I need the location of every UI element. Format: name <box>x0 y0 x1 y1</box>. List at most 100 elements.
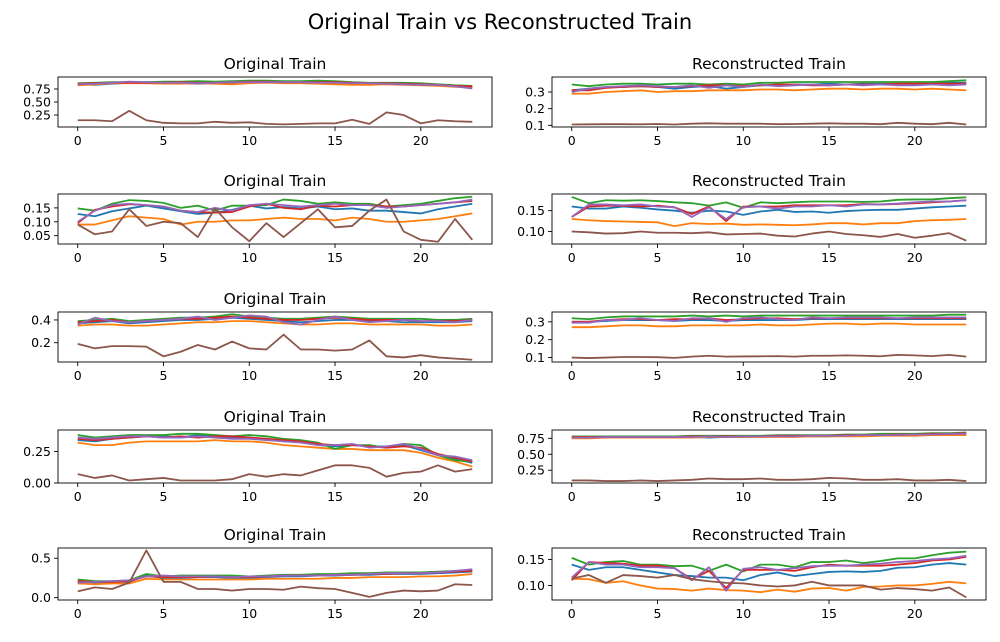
x-tick-label: 5 <box>160 368 168 383</box>
series-group <box>571 313 967 359</box>
series-line-3 <box>571 550 967 573</box>
subplot-title: Original Train <box>224 55 327 73</box>
series-group <box>571 550 967 599</box>
axes-frame <box>57 429 493 484</box>
x-tick-label: 20 <box>413 368 429 383</box>
y-tick-label: 0.25 <box>23 444 51 459</box>
subplot-2: Reconstructed Train 0 5 10 15 20 0.1 0.20.3 <box>525 55 987 148</box>
series-line-2 <box>571 218 967 227</box>
x-tick-label: 20 <box>907 368 923 383</box>
x-tick-label: 0 <box>74 368 82 383</box>
figure-title: Original Train vs Reconstructed Train <box>308 10 692 34</box>
x-tick-label: 5 <box>654 489 662 504</box>
series-line-4 <box>571 555 967 589</box>
x-tick-label: 20 <box>907 250 923 265</box>
axes-frame <box>551 429 987 484</box>
x-tick-label: 0 <box>74 133 82 148</box>
x-tick-label: 15 <box>327 489 343 504</box>
y-tick-label: 0.4 <box>31 312 51 327</box>
x-tick-label: 15 <box>327 133 343 148</box>
x-tick-label: 5 <box>160 133 168 148</box>
x-tick-label: 0 <box>568 489 576 504</box>
axes-frame <box>57 311 493 363</box>
subplot-6: Reconstructed Train 0 5 10 15 20 0.1 0.2 0.3 <box>525 290 987 383</box>
subplot-1: Original Train 0 5 10 15 20 0.250.500.75 <box>23 55 493 148</box>
series-line-1 <box>77 316 473 325</box>
series-line-5 <box>77 80 473 90</box>
series-line-3 <box>571 313 967 321</box>
series-group <box>77 79 473 126</box>
series-line-5 <box>571 83 967 93</box>
x-tick-label: 10 <box>241 606 257 621</box>
subplot-title: Reconstructed Train <box>692 55 846 73</box>
series-line-5 <box>77 314 473 326</box>
subplot-title: Original Train <box>224 408 327 426</box>
y-tick-label: 0.10 <box>23 214 51 229</box>
series-line-6 <box>77 549 473 598</box>
series-line-6 <box>571 353 967 359</box>
x-tick-label: 5 <box>160 489 168 504</box>
x-tick-label: 15 <box>821 606 837 621</box>
subplot-title: Original Train <box>224 290 327 308</box>
series-group <box>77 549 473 598</box>
series-line-1 <box>571 204 967 216</box>
series-group <box>571 196 967 242</box>
series-line-3 <box>77 195 473 212</box>
x-tick-label: 0 <box>74 606 82 621</box>
series-line-2 <box>77 439 473 468</box>
series-line-5 <box>77 198 473 223</box>
series-line-5 <box>571 199 967 220</box>
subplot-7: Original Train 0 5 10 15 20 0.00 0.25 <box>23 408 493 504</box>
y-tick-label: 0.75 <box>517 431 545 446</box>
subplot-8: Reconstructed Train 0 5 10 15 20 0.250.500.75 <box>517 408 987 504</box>
series-line-6 <box>571 121 967 126</box>
y-tick-label: 0.15 <box>517 552 545 567</box>
subplot-10: Reconstructed Train 0 5 10 15 20 0.10 0.15 <box>517 526 987 621</box>
x-tick-label: 10 <box>241 368 257 383</box>
x-tick-label: 0 <box>568 368 576 383</box>
y-tick-label: 0.0 <box>31 590 51 605</box>
subplot-title: Reconstructed Train <box>692 172 846 190</box>
series-line-5 <box>571 432 967 439</box>
y-tick-label: 0.50 <box>23 95 51 110</box>
subplot-5: Original Train 0 5 10 15 20 0.2 0.4 <box>31 290 493 383</box>
x-tick-label: 10 <box>241 250 257 265</box>
series-line-3 <box>571 196 967 209</box>
x-tick-label: 0 <box>568 606 576 621</box>
x-tick-label: 5 <box>654 368 662 383</box>
x-tick-label: 10 <box>735 368 751 383</box>
series-line-2 <box>77 320 473 327</box>
series-line-5 <box>77 435 473 462</box>
x-tick-label: 0 <box>74 489 82 504</box>
y-tick-label: 0.10 <box>517 224 545 239</box>
series-line-5 <box>571 554 967 592</box>
series-group <box>571 79 967 126</box>
series-line-6 <box>77 333 473 361</box>
series-line-2 <box>571 87 967 95</box>
x-tick-label: 10 <box>735 133 751 148</box>
y-tick-label: 0.75 <box>23 81 51 96</box>
series-line-5 <box>571 316 967 324</box>
x-tick-label: 20 <box>413 250 429 265</box>
x-tick-label: 0 <box>568 250 576 265</box>
subplot-title: Reconstructed Train <box>692 526 846 544</box>
series-line-2 <box>571 322 967 329</box>
y-tick-label: 0.25 <box>517 463 545 478</box>
y-tick-label: 0.2 <box>31 335 51 350</box>
x-tick-label: 10 <box>735 250 751 265</box>
x-tick-label: 5 <box>654 250 662 265</box>
subplot-9: Original Train 0 5 10 15 20 0.0 0.5 <box>31 526 493 621</box>
x-tick-label: 15 <box>821 250 837 265</box>
y-tick-label: 0.05 <box>23 228 51 243</box>
axes-frame <box>551 193 987 245</box>
axes-frame <box>57 547 493 601</box>
x-tick-label: 15 <box>821 489 837 504</box>
subplot-title: Original Train <box>224 172 327 190</box>
x-tick-label: 15 <box>327 250 343 265</box>
series-line-2 <box>77 212 473 226</box>
y-tick-label: 0.15 <box>517 203 545 218</box>
x-tick-label: 5 <box>654 606 662 621</box>
series-line-1 <box>77 202 473 218</box>
y-tick-label: 0.5 <box>31 551 51 566</box>
